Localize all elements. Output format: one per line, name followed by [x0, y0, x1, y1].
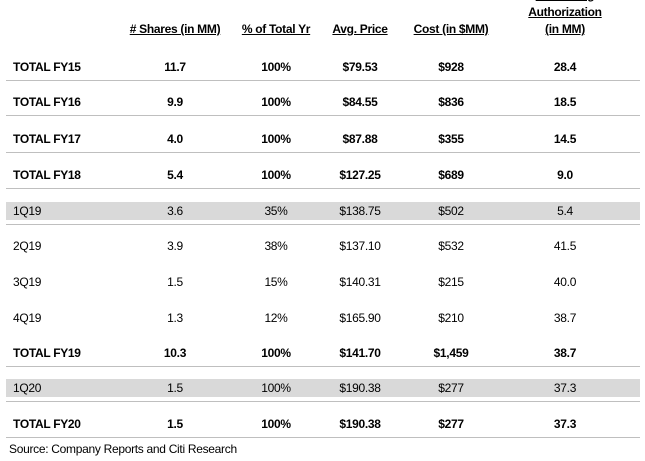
- cell-value: 100%: [261, 346, 291, 360]
- row-label: 4Q19: [13, 311, 42, 325]
- cell-value: 1.3: [167, 311, 183, 325]
- row-label: TOTAL FY16: [13, 95, 81, 109]
- cell-value: $165.90: [339, 311, 381, 325]
- cell-value: 100%: [261, 95, 291, 109]
- cell-value: 38.7: [553, 346, 577, 360]
- row-label: 2Q19: [13, 239, 42, 253]
- cell-value: $141.70: [339, 346, 381, 360]
- row-label: TOTAL FY20: [13, 417, 81, 431]
- cell-value: 38%: [264, 239, 288, 253]
- column-header: Avg. Price: [332, 22, 388, 36]
- column-header: # Shares (in MM): [129, 22, 221, 36]
- row-label: 3Q19: [13, 275, 42, 289]
- row-label: TOTAL FY17: [13, 132, 81, 146]
- cell-value: $190.38: [339, 381, 381, 395]
- cell-value: 9.9: [167, 95, 183, 109]
- cell-value: 3.6: [167, 204, 183, 218]
- row-rule: [6, 188, 640, 189]
- cell-value: 100%: [261, 381, 291, 395]
- cell-value: 1.5: [167, 381, 183, 395]
- cell-value: $689: [438, 168, 464, 182]
- cell-value: 100%: [261, 417, 291, 431]
- cell-value: 9.0: [557, 168, 573, 182]
- cell-value: 1.5: [167, 275, 183, 289]
- source-note: Source: Company Reports and Citi Researc…: [9, 442, 237, 456]
- row-rule: [6, 115, 640, 116]
- cell-value: 5.4: [557, 204, 573, 218]
- cell-value: $138.75: [339, 204, 381, 218]
- cell-value: $355: [438, 132, 464, 146]
- cell-value: $532: [438, 239, 464, 253]
- cell-value: 100%: [261, 60, 291, 74]
- cell-value: 38.7: [553, 311, 577, 325]
- row-rule: [6, 80, 640, 81]
- cell-value: 100%: [261, 132, 291, 146]
- cell-value: $140.31: [339, 275, 381, 289]
- cell-value: $210: [438, 311, 464, 325]
- row-rule: [6, 152, 640, 153]
- cell-value: $215: [438, 275, 464, 289]
- row-label: TOTAL FY19: [13, 346, 81, 360]
- cell-value: 11.7: [164, 60, 186, 74]
- cell-value: $277: [438, 381, 464, 395]
- cell-value: 37.3: [553, 417, 577, 431]
- column-header: Remaining Authorization (in MM): [528, 0, 602, 36]
- cell-value: 15%: [264, 275, 288, 289]
- row-highlight: [6, 202, 640, 220]
- column-header: Cost (in $MM): [413, 22, 489, 36]
- cell-value: 100%: [261, 168, 291, 182]
- cell-value: $87.88: [342, 132, 378, 146]
- cell-value: 14.5: [553, 132, 577, 146]
- cell-value: $84.55: [342, 95, 378, 109]
- cell-value: $137.10: [339, 239, 381, 253]
- cell-value: $928: [438, 60, 464, 74]
- cell-value: 1.5: [167, 417, 183, 431]
- row-rule: [6, 224, 640, 225]
- cell-value: 18.5: [553, 95, 577, 109]
- row-label: TOTAL FY18: [13, 168, 81, 182]
- cell-value: $127.25: [339, 168, 381, 182]
- cell-value: 37.3: [553, 381, 577, 395]
- cell-value: 40.0: [553, 275, 577, 289]
- cell-value: 35%: [264, 204, 288, 218]
- cell-value: $79.53: [342, 60, 378, 74]
- cell-value: 41.5: [553, 239, 577, 253]
- row-highlight: [6, 379, 640, 397]
- cell-value: 10.3: [163, 346, 187, 360]
- cell-value: 3.9: [167, 239, 183, 253]
- row-rule: [6, 366, 640, 367]
- cell-value: $1,459: [433, 346, 469, 360]
- column-header: % of Total Yr: [241, 22, 311, 36]
- row-label: 1Q19: [13, 204, 42, 218]
- cell-value: $836: [438, 95, 464, 109]
- cell-value: 12%: [264, 311, 288, 325]
- cell-value: $502: [438, 204, 464, 218]
- cell-value: 28.4: [553, 60, 577, 74]
- cell-value: 4.0: [167, 132, 183, 146]
- row-rule: [6, 437, 640, 438]
- cell-value: $277: [438, 417, 464, 431]
- row-rule: [6, 401, 640, 402]
- cell-value: 5.4: [167, 168, 183, 182]
- row-label: 1Q20: [13, 381, 42, 395]
- cell-value: $190.38: [339, 417, 381, 431]
- row-label: TOTAL FY15: [13, 60, 81, 74]
